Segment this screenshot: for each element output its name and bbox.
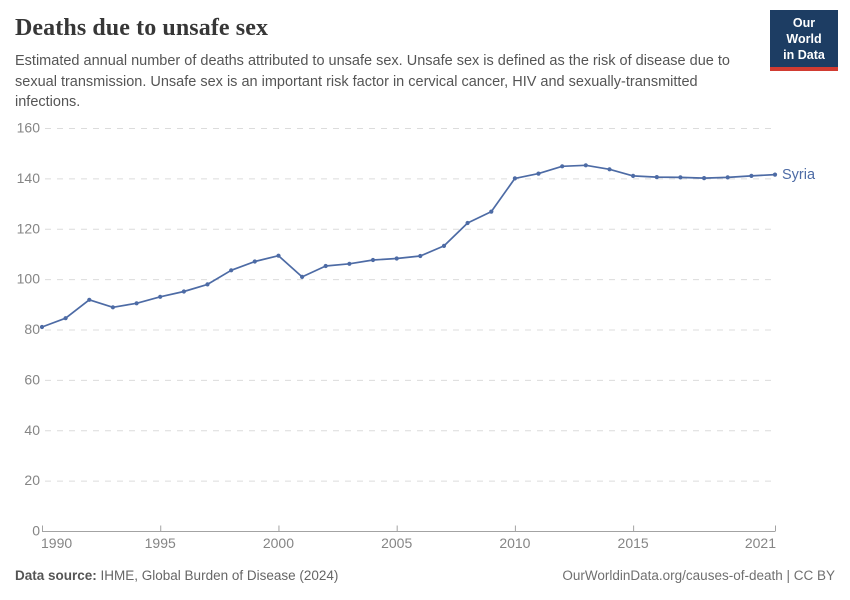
chart-subtitle: Estimated annual number of deaths attrib… (15, 53, 730, 111)
data-point-2004[interactable] (370, 257, 376, 263)
data-point-2009[interactable] (489, 209, 494, 214)
data-point-1991[interactable] (63, 316, 68, 321)
data-point-2017[interactable] (678, 175, 683, 180)
data-point-1990[interactable] (39, 324, 45, 330)
series-end-label-syria[interactable]: Syria (782, 167, 816, 183)
y-tick-label-40: 40 (24, 422, 40, 438)
x-tick-label-2015: 2015 (618, 535, 649, 551)
data-point-1992[interactable] (87, 297, 92, 302)
data-point-2015[interactable] (631, 173, 636, 178)
data-source-label: Data source: (15, 568, 97, 583)
data-point-2013[interactable] (583, 163, 588, 168)
data-point-2010[interactable] (512, 176, 518, 181)
data-point-1994[interactable] (134, 301, 139, 306)
data-point-2011[interactable] (536, 171, 541, 176)
owid-logo[interactable]: Our World in Data (770, 10, 838, 71)
data-point-2007[interactable] (441, 243, 447, 248)
data-point-1995[interactable] (158, 294, 163, 299)
data-point-1997[interactable] (205, 282, 210, 287)
series-line-syria[interactable] (41, 164, 776, 328)
data-point-2001[interactable] (300, 274, 305, 279)
owid-logo-red-bar (770, 67, 838, 71)
data-point-1998[interactable] (229, 268, 234, 273)
data-source-note: Data source: IHME, Global Burden of Dise… (15, 568, 338, 583)
data-point-2005[interactable] (394, 256, 399, 261)
data-point-2006[interactable] (418, 253, 423, 259)
page-title: Deaths due to unsafe sex (15, 15, 269, 41)
x-tick-label-1995: 1995 (145, 535, 176, 551)
data-point-2018[interactable] (702, 176, 707, 181)
data-point-1996[interactable] (181, 289, 186, 294)
x-tick-label-2021: 2021 (745, 535, 776, 551)
data-point-2003[interactable] (347, 261, 352, 266)
chart-footer: Data source: IHME, Global Burden of Dise… (15, 568, 835, 583)
data-point-1999[interactable] (252, 259, 257, 264)
data-point-2012[interactable] (560, 164, 565, 169)
x-tick-label-1990: 1990 (41, 535, 72, 551)
y-tick-label-160: 160 (17, 120, 41, 136)
x-tick-label-2005: 2005 (381, 535, 412, 551)
y-tick-label-60: 60 (24, 371, 40, 387)
data-point-2002[interactable] (323, 263, 328, 269)
data-point-2021[interactable] (772, 172, 778, 177)
data-point-2019[interactable] (725, 175, 730, 180)
y-tick-label-80: 80 (24, 321, 40, 337)
data-point-2016[interactable] (654, 175, 659, 180)
license-credit-link[interactable]: OurWorldinData.org/causes-of-death | CC … (562, 568, 835, 583)
owid-logo-text: Our World in Data (770, 10, 838, 67)
y-tick-label-20: 20 (24, 472, 40, 488)
data-point-2020[interactable] (749, 173, 754, 178)
data-point-2008[interactable] (465, 220, 470, 226)
data-point-2000[interactable] (276, 253, 281, 258)
x-tick-label-2010: 2010 (499, 535, 530, 551)
y-tick-label-120: 120 (17, 220, 41, 236)
y-tick-label-140: 140 (17, 170, 41, 186)
x-tick-label-2000: 2000 (263, 535, 294, 551)
data-point-1993[interactable] (110, 305, 115, 310)
y-tick-label-0: 0 (32, 523, 40, 539)
y-tick-label-100: 100 (17, 271, 41, 287)
data-source-value: IHME, Global Burden of Disease (2024) (96, 568, 339, 583)
data-point-2014[interactable] (607, 167, 612, 172)
